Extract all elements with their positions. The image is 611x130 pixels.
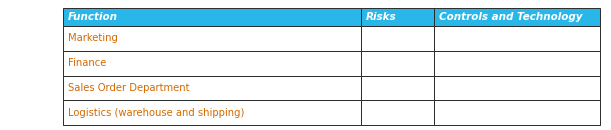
Text: Finance: Finance <box>68 58 106 68</box>
Bar <box>361 76 434 100</box>
Bar <box>361 8 434 26</box>
Bar <box>63 8 361 26</box>
Bar <box>63 51 361 76</box>
Text: Sales Order Department: Sales Order Department <box>68 83 189 93</box>
Bar <box>63 26 361 51</box>
Bar <box>63 76 361 100</box>
Bar <box>434 100 600 125</box>
Text: Function: Function <box>68 12 118 22</box>
Bar <box>63 100 361 125</box>
Bar <box>434 51 600 76</box>
Text: Marketing: Marketing <box>68 33 118 43</box>
Bar <box>434 26 600 51</box>
Bar <box>361 51 434 76</box>
Text: Risks: Risks <box>366 12 397 22</box>
Bar <box>434 76 600 100</box>
Text: Logistics (warehouse and shipping): Logistics (warehouse and shipping) <box>68 108 244 118</box>
Bar <box>434 8 600 26</box>
Bar <box>361 100 434 125</box>
Text: Controls and Technology: Controls and Technology <box>439 12 582 22</box>
Bar <box>361 26 434 51</box>
